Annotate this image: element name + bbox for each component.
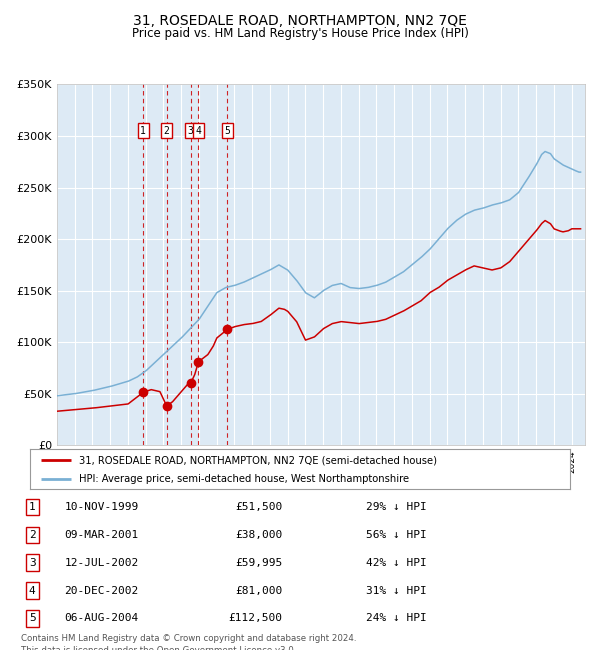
Text: 06-AUG-2004: 06-AUG-2004 bbox=[64, 614, 139, 623]
Text: 42% ↓ HPI: 42% ↓ HPI bbox=[366, 558, 427, 567]
Text: 2: 2 bbox=[164, 126, 170, 136]
Text: Price paid vs. HM Land Registry's House Price Index (HPI): Price paid vs. HM Land Registry's House … bbox=[131, 27, 469, 40]
Text: £38,000: £38,000 bbox=[235, 530, 283, 540]
Text: 56% ↓ HPI: 56% ↓ HPI bbox=[366, 530, 427, 540]
Text: 12-JUL-2002: 12-JUL-2002 bbox=[64, 558, 139, 567]
Text: HPI: Average price, semi-detached house, West Northamptonshire: HPI: Average price, semi-detached house,… bbox=[79, 474, 409, 484]
Text: 24% ↓ HPI: 24% ↓ HPI bbox=[366, 614, 427, 623]
Text: 1: 1 bbox=[29, 502, 35, 512]
Text: 10-NOV-1999: 10-NOV-1999 bbox=[64, 502, 139, 512]
Text: 4: 4 bbox=[196, 126, 202, 136]
Text: 3: 3 bbox=[188, 126, 194, 136]
Text: This data is licensed under the Open Government Licence v3.0.: This data is licensed under the Open Gov… bbox=[21, 646, 296, 650]
Text: 3: 3 bbox=[29, 558, 35, 567]
Text: 4: 4 bbox=[29, 586, 35, 595]
Text: 29% ↓ HPI: 29% ↓ HPI bbox=[366, 502, 427, 512]
Text: 20-DEC-2002: 20-DEC-2002 bbox=[64, 586, 139, 595]
Text: 31, ROSEDALE ROAD, NORTHAMPTON, NN2 7QE: 31, ROSEDALE ROAD, NORTHAMPTON, NN2 7QE bbox=[133, 14, 467, 29]
Text: £81,000: £81,000 bbox=[235, 586, 283, 595]
Text: £51,500: £51,500 bbox=[235, 502, 283, 512]
Text: 5: 5 bbox=[29, 614, 35, 623]
Text: 31% ↓ HPI: 31% ↓ HPI bbox=[366, 586, 427, 595]
Text: £59,995: £59,995 bbox=[235, 558, 283, 567]
Text: 2: 2 bbox=[29, 530, 35, 540]
Text: 1: 1 bbox=[140, 126, 146, 136]
Text: £112,500: £112,500 bbox=[229, 614, 283, 623]
Text: 31, ROSEDALE ROAD, NORTHAMPTON, NN2 7QE (semi-detached house): 31, ROSEDALE ROAD, NORTHAMPTON, NN2 7QE … bbox=[79, 455, 437, 465]
Text: Contains HM Land Registry data © Crown copyright and database right 2024.: Contains HM Land Registry data © Crown c… bbox=[21, 634, 356, 644]
Text: 5: 5 bbox=[224, 126, 230, 136]
Text: 09-MAR-2001: 09-MAR-2001 bbox=[64, 530, 139, 540]
